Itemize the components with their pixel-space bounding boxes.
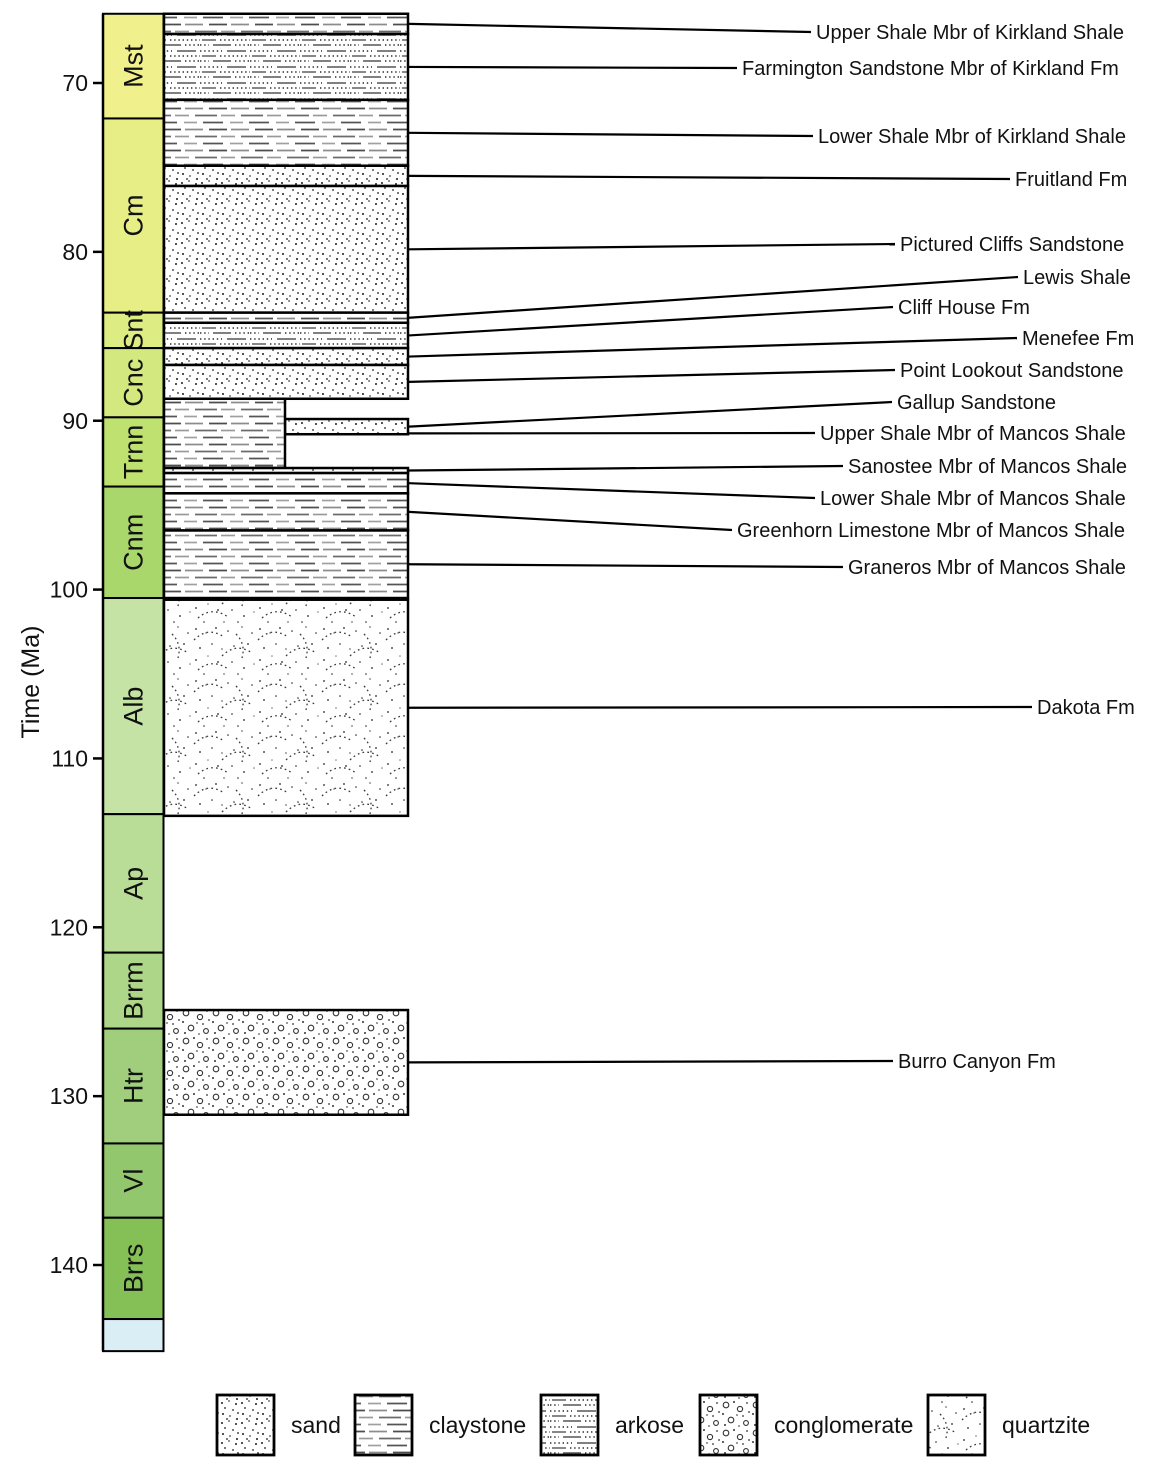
stage-block [102, 1027, 165, 1145]
stage-label: Brrm [119, 961, 149, 1019]
formation-label: Dakota Fm [1037, 697, 1135, 719]
leader-line [408, 65, 738, 70]
formation-block [162, 529, 410, 600]
stage-label: Cnm [119, 514, 149, 571]
legend-swatch-conglomerate [698, 1393, 759, 1457]
tick-label: 70 [62, 70, 88, 96]
formation-label: Farmington Sandstone Mbr of Kirkland Fm [742, 58, 1119, 80]
stage-label: Cm [119, 195, 149, 237]
formation-label: Graneros Mbr of Mancos Shale [848, 557, 1126, 579]
legend-swatch-sand [215, 1393, 276, 1457]
leader-line [408, 464, 844, 472]
formation-label: Burro Canyon Fm [898, 1051, 1056, 1073]
stage-label: Trnn [119, 425, 149, 480]
axis-title: Time (Ma) [17, 626, 45, 739]
stage-label: Alb [119, 687, 149, 726]
formation-label: Fruitland Fm [1015, 169, 1127, 191]
formation-block [162, 1008, 410, 1116]
formation-label: Pictured Cliffs Sandstone [900, 234, 1124, 256]
formation-block [162, 164, 410, 188]
formation-label: Gallup Sandstone [897, 392, 1056, 414]
tick-label: 80 [62, 239, 88, 265]
formation-block [162, 346, 410, 367]
formation-block [162, 184, 410, 314]
leader-line [408, 275, 1019, 319]
tick-label: 100 [50, 577, 88, 603]
leader-line [408, 400, 893, 428]
leader-line [408, 368, 896, 383]
stage-block [102, 1216, 165, 1321]
stage-label: Ap [119, 867, 149, 900]
formation-label: Cliff House Fm [898, 297, 1030, 319]
formation-block [162, 321, 410, 350]
leader-line [408, 705, 1033, 709]
formation-block [162, 363, 410, 401]
formation-block [283, 417, 410, 436]
formation-label: Lewis Shale [1023, 267, 1131, 289]
legend-swatch-arkose [539, 1393, 600, 1457]
leader-line [408, 563, 844, 569]
stage-label: Htr [119, 1068, 149, 1104]
stage-label: Mst [119, 44, 149, 88]
formation-label: Upper Shale Mbr of Kirkland Shale [816, 22, 1124, 44]
formation-block [162, 598, 410, 818]
formation-label: Sanostee Mbr of Mancos Shale [848, 456, 1127, 478]
formation-block [162, 397, 287, 470]
tick-label: 90 [62, 408, 88, 434]
stage-block [102, 1318, 165, 1353]
formation-block [162, 311, 410, 325]
legend-label: sand [291, 1412, 341, 1438]
stage-label: Snt [119, 310, 149, 351]
leader-line [408, 510, 733, 532]
leader-line [408, 1059, 894, 1064]
legend-swatch-claystone [353, 1393, 414, 1457]
leader-line [408, 305, 894, 337]
formation-label: Greenhorn Limestone Mbr of Mancos Shale [737, 520, 1125, 542]
stage-label: Cnc [119, 359, 149, 407]
leader-line [408, 336, 1018, 358]
stage-block [102, 1142, 165, 1219]
legend-label: quartzite [1002, 1412, 1090, 1438]
formation-label: Point Lookout Sandstone [900, 360, 1124, 382]
legend-label: conglomerate [774, 1412, 913, 1438]
leader-line [408, 242, 896, 251]
leader-line [408, 482, 816, 500]
leader-line [408, 22, 812, 34]
formation-label: Lower Shale Mbr of Kirkland Shale [818, 126, 1126, 148]
formation-block [162, 32, 410, 102]
formation-block [162, 471, 410, 495]
stage-label: Vl [119, 1169, 149, 1193]
legend-swatch-quartzite [926, 1393, 987, 1457]
legend-label: claystone [429, 1412, 526, 1438]
stage-block [102, 117, 165, 314]
stage-label: Brrs [119, 1244, 149, 1294]
formation-label: Upper Shale Mbr of Mancos Shale [820, 423, 1126, 445]
tick-label: 130 [50, 1083, 88, 1109]
formation-label: Menefee Fm [1022, 328, 1134, 350]
leader-line [408, 174, 1011, 181]
formation-label: Lower Shale Mbr of Mancos Shale [820, 488, 1126, 510]
leader-line [408, 131, 814, 138]
formation-block [162, 492, 410, 532]
legend-label: arkose [615, 1412, 684, 1438]
formation-block [162, 98, 410, 167]
formation-block [162, 12, 410, 36]
tick-label: 110 [51, 745, 88, 771]
tick-label: 120 [50, 914, 88, 940]
tick-label: 140 [50, 1252, 88, 1278]
